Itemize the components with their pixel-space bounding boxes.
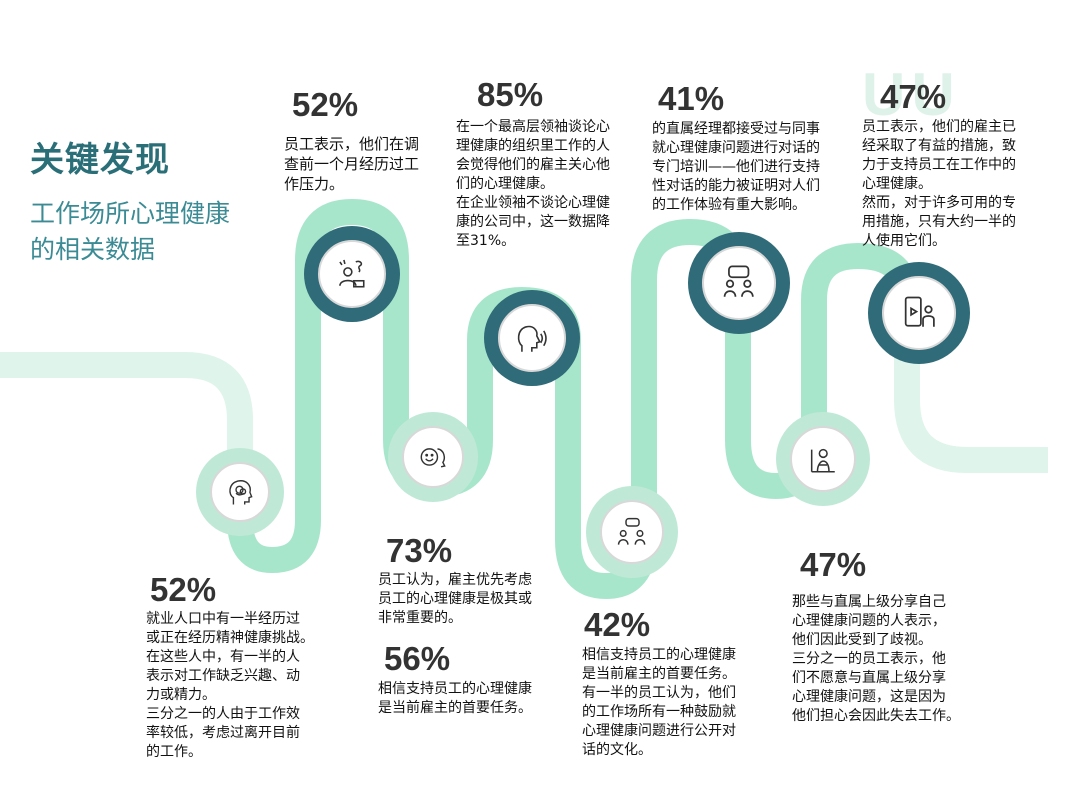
watermark-letters: UU: [862, 61, 961, 128]
page-title: 关键发现: [30, 140, 170, 180]
page-subtitle: 工作场所心理健康的相关数据: [30, 199, 231, 264]
finding-3-stat: 73%: [386, 532, 453, 569]
finding-2-text: 员工表示，他们在调 查前一个月经历过工 作压力。: [284, 135, 420, 193]
node-7: [776, 412, 870, 506]
node-3: [388, 412, 478, 502]
finding-7-stat: 47%: [800, 546, 867, 583]
conversation-icon: [618, 518, 646, 546]
node-2: [304, 226, 400, 322]
finding-6-stat: 41%: [658, 80, 725, 117]
node-6: [688, 232, 790, 334]
sad-person-icon: [810, 448, 835, 473]
finding-1-text: 就业人口中有一半经历过 或正在经历精神健康挑战。 在这些人中，有一半的人 表示对工作缺…: [146, 611, 314, 760]
head-tangle-icon: [228, 479, 253, 505]
node-8: [868, 262, 970, 364]
stressed-worker-icon: [339, 259, 365, 288]
meeting-icon: [724, 265, 754, 298]
finding-4-stat: 85%: [477, 76, 544, 113]
finding-2-stat: 52%: [292, 86, 359, 123]
finding-4-text: 在一个最高层领袖谈论心 理健康的组织里工作的人 会觉得他们的雇主关心他 们的心理健康。…: [456, 119, 610, 249]
finding-8-stat: 47%: [880, 78, 947, 115]
finding-8-text: 员工表示，他们的雇主已 经采取了有益的措施，致 力于支持员工在工作中的 心理健康。 然而…: [862, 119, 1016, 249]
finding-7-text: 那些与直属上级分享自己 心理健康问题的人表示， 他们因此受到了歧视。 三分之一的员工表…: [792, 594, 960, 724]
finding-1-stat: 52%: [150, 571, 217, 608]
finding-5-stat: 42%: [584, 606, 651, 643]
node-4: [484, 290, 580, 386]
finding-5-text: 相信支持员工的心理健康 是当前雇主的首要任务。 有一半的员工认为，他们 的工作场所有一…: [582, 647, 736, 758]
path-light-tail: [0, 352, 253, 470]
speaking-head-icon: [518, 325, 547, 352]
path-light-end: [894, 320, 1048, 473]
smiling-face-icon: [420, 448, 446, 468]
video-support-icon: [905, 296, 936, 328]
node-1: [196, 448, 284, 536]
finding-3-text: 员工认为，雇主优先考虑 员工的心理健康是极其或 非常重要的。: [378, 572, 532, 626]
finding-3-text2: 相信支持员工的心理健康 是当前雇主的首要任务。: [378, 681, 532, 716]
node-5: [586, 486, 678, 578]
finding-3-stat2: 56%: [384, 640, 451, 677]
finding-6-text: 的直属经理都接受过与同事 就心理健康问题进行对话的 专门培训——他们进行支持 性对话的…: [652, 121, 820, 213]
